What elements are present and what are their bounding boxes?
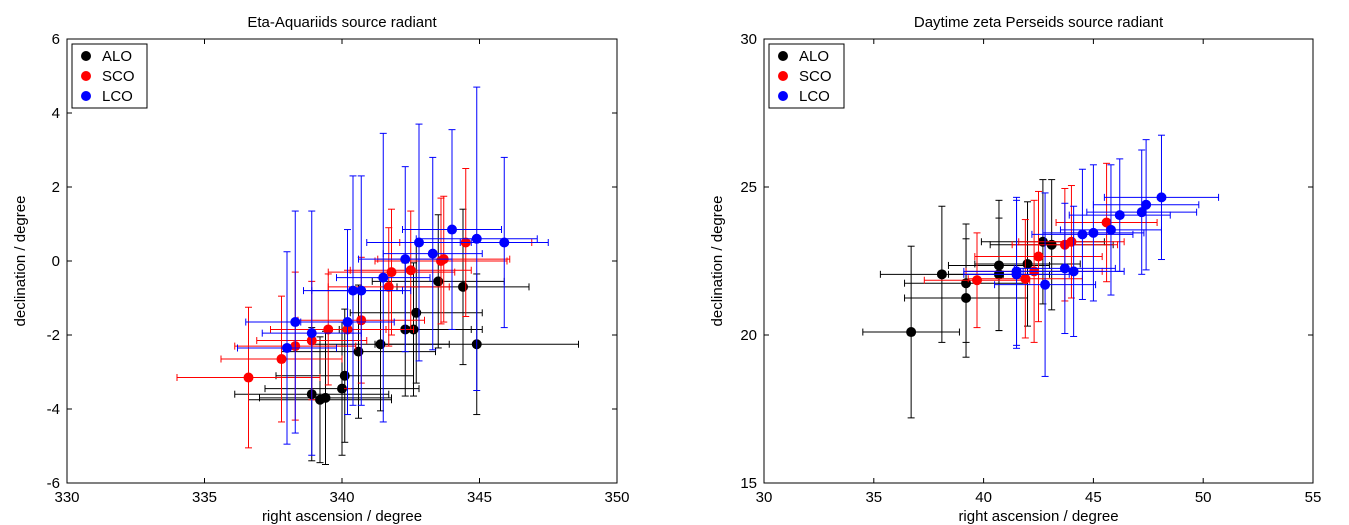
data-point-alo bbox=[906, 327, 917, 338]
x-tick-label: 350 bbox=[604, 489, 629, 506]
legend-entry: SCO bbox=[799, 68, 832, 85]
y-axis-label: declination / degree bbox=[12, 196, 29, 327]
data-point-lco bbox=[499, 237, 510, 248]
legend: ALO SCO LCO bbox=[71, 43, 148, 109]
y-tick-label: 25 bbox=[740, 179, 757, 196]
y-axis-label: declination / degree bbox=[709, 196, 726, 327]
data-point-alo bbox=[411, 307, 422, 318]
data-point-lco bbox=[1105, 224, 1116, 235]
data-point-lco bbox=[1156, 192, 1167, 203]
data-point-lco bbox=[356, 285, 367, 296]
legend-entry: ALO bbox=[102, 48, 132, 65]
data-point-lco bbox=[447, 224, 457, 235]
data-point-sco bbox=[383, 281, 394, 292]
y-tick-label: 20 bbox=[740, 327, 757, 344]
data-point-alo bbox=[433, 276, 444, 287]
x-tick-label: 45 bbox=[1085, 489, 1102, 506]
x-tick-label: 30 bbox=[756, 489, 773, 506]
x-tick-label: 340 bbox=[329, 489, 354, 506]
data-point-lco bbox=[1114, 210, 1125, 221]
data-point-alo bbox=[339, 370, 350, 381]
data-point-alo bbox=[458, 281, 468, 292]
data-point-sco bbox=[243, 372, 254, 383]
chart-eta-aquariids: 330 335 340 345 350 -6 -4 -2 0 2 4 6 Eta-Aquariids s… bbox=[12, 14, 630, 525]
y-tick-label: 0 bbox=[52, 253, 60, 270]
data-point-alo bbox=[961, 278, 972, 289]
data-point-lco bbox=[342, 317, 353, 328]
x-axis-label: right ascension / degree bbox=[958, 508, 1118, 525]
data-point-alo bbox=[337, 383, 347, 394]
data-point-sco bbox=[1101, 217, 1112, 228]
data-point-alo bbox=[961, 293, 972, 303]
data-point-sco bbox=[276, 354, 287, 365]
data-point-lco bbox=[306, 328, 317, 339]
data-point-sco bbox=[386, 267, 397, 278]
data-point-sco bbox=[323, 324, 334, 335]
x-axis-label: right ascension / degree bbox=[262, 508, 422, 525]
y-tick-label: -2 bbox=[47, 327, 60, 344]
data-point-lco bbox=[282, 342, 292, 353]
legend-entry: SCO bbox=[102, 68, 135, 85]
x-tick-label: 50 bbox=[1195, 489, 1212, 506]
y-tick-label: -4 bbox=[47, 401, 60, 418]
data-point-alo bbox=[353, 346, 364, 357]
data-point-sco bbox=[405, 265, 416, 276]
series-lco bbox=[963, 134, 1220, 377]
data-point-lco bbox=[290, 317, 301, 328]
y-tick-label: 6 bbox=[52, 31, 60, 48]
legend-marker bbox=[81, 51, 91, 61]
data-point-alo bbox=[375, 339, 386, 350]
legend-marker bbox=[778, 51, 788, 61]
x-tick-label: 345 bbox=[467, 489, 492, 506]
x-tick-label: 330 bbox=[54, 489, 79, 506]
data-point-alo bbox=[320, 392, 331, 403]
data-point-sco bbox=[1033, 251, 1044, 262]
data-point-sco bbox=[972, 275, 983, 286]
data-point-lco bbox=[427, 248, 438, 259]
y-tick-label: -6 bbox=[47, 475, 60, 492]
data-point-sco bbox=[1066, 236, 1077, 247]
data-point-lco bbox=[1088, 227, 1099, 238]
data-point-alo bbox=[936, 269, 947, 280]
x-tick-label: 40 bbox=[975, 489, 992, 506]
legend-marker bbox=[81, 91, 91, 101]
y-tick-label: 2 bbox=[52, 179, 60, 196]
data-point-lco bbox=[378, 272, 389, 283]
data-point-lco bbox=[1077, 229, 1088, 240]
legend-marker bbox=[778, 91, 788, 101]
legend-entry: LCO bbox=[102, 88, 133, 105]
data-point-lco bbox=[414, 237, 424, 248]
data-point-alo bbox=[993, 260, 1004, 271]
legend: ALO SCO LCO bbox=[768, 43, 845, 109]
x-tick-label: 35 bbox=[865, 489, 882, 506]
chart-title: Daytime zeta Perseids source radiant bbox=[914, 14, 1164, 31]
data-point-lco bbox=[1040, 279, 1051, 290]
x-tick-label: 335 bbox=[192, 489, 217, 506]
x-tick-label: 55 bbox=[1305, 489, 1322, 506]
legend-marker bbox=[778, 71, 788, 81]
chart-title: Eta-Aquariids source radiant bbox=[247, 14, 437, 31]
y-tick-label: 4 bbox=[52, 105, 60, 122]
legend-entry: LCO bbox=[799, 88, 830, 105]
legend-entry: ALO bbox=[799, 48, 829, 65]
data-point-lco bbox=[1141, 199, 1152, 210]
data-point-sco bbox=[1020, 273, 1031, 284]
series-lco bbox=[237, 86, 549, 456]
data-point-lco bbox=[400, 254, 411, 265]
plot-area bbox=[763, 38, 1314, 484]
data-point-lco bbox=[471, 233, 482, 244]
legend-marker bbox=[81, 71, 91, 81]
data-point-lco bbox=[1059, 263, 1070, 274]
data-point-lco bbox=[1136, 207, 1147, 218]
data-point-lco bbox=[348, 285, 358, 296]
chart-daytime-zeta-perseids: 30 35 40 45 50 55 15 20 25 30 Daytime zeta Perseid… bbox=[709, 14, 1321, 525]
data-point-lco bbox=[1011, 266, 1022, 277]
data-point-lco bbox=[1068, 266, 1079, 277]
y-tick-label: 30 bbox=[740, 31, 757, 48]
y-tick-label: 15 bbox=[740, 475, 757, 492]
